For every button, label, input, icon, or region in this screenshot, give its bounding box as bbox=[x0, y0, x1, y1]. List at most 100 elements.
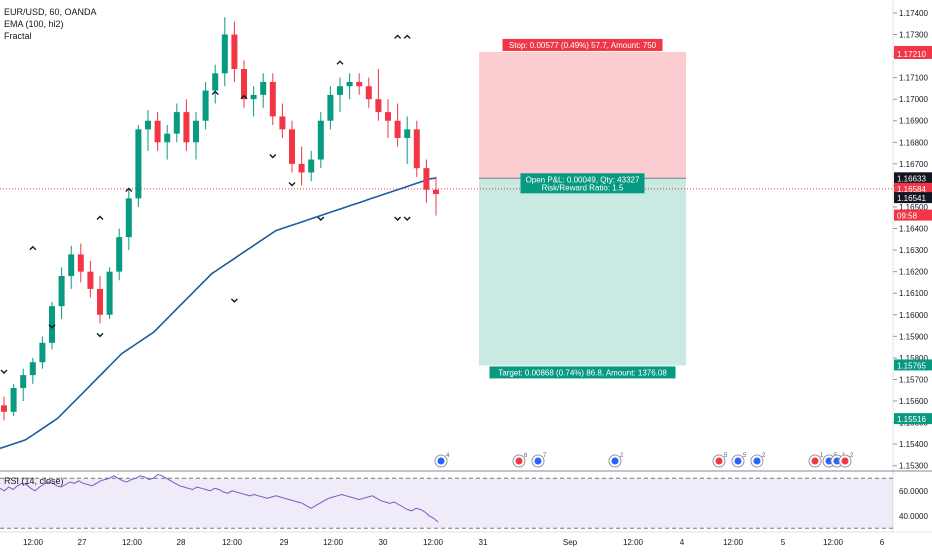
ema-line bbox=[0, 177, 437, 450]
time-tick-label: 12:00 bbox=[823, 538, 844, 547]
candle-body bbox=[173, 112, 180, 134]
candle-body bbox=[375, 99, 382, 113]
candle-body bbox=[356, 81, 363, 87]
candle-body bbox=[1, 405, 7, 412]
ema-legend[interactable]: EMA (100, hl2) bbox=[4, 19, 64, 29]
time-tick-label: 12:00 bbox=[222, 538, 243, 547]
candle-body bbox=[404, 129, 411, 138]
candle-body bbox=[106, 271, 113, 315]
event-flag bbox=[611, 457, 619, 465]
price-tick-label: 1.15300 bbox=[899, 462, 928, 471]
stop-label: Stop: 0.00577 (0.49%) 57.7, Amount: 750 bbox=[509, 41, 657, 50]
candle-body bbox=[68, 254, 75, 276]
price-tick-label: 1.17000 bbox=[899, 95, 928, 104]
fractal-up-marker bbox=[125, 187, 133, 192]
rsi-tick-label: 40.0000 bbox=[899, 512, 928, 521]
price-tick-label: 1.16400 bbox=[899, 225, 928, 234]
price-tick-label: 1.15900 bbox=[899, 332, 928, 341]
stop-zone[interactable] bbox=[479, 51, 686, 179]
fractal-up-marker bbox=[96, 215, 104, 221]
candle-body bbox=[269, 81, 276, 117]
rr-label: Risk/Reward Ratio: 1.5 bbox=[542, 183, 624, 192]
price-tick-label: 1.16300 bbox=[899, 246, 928, 255]
price-tick-label: 1.15800 bbox=[899, 354, 928, 363]
candle-body bbox=[346, 81, 353, 87]
rsi-legend[interactable]: RSI (14, close) bbox=[4, 476, 64, 486]
candle-body bbox=[298, 163, 305, 173]
fractal-legend[interactable]: Fractal bbox=[4, 31, 32, 41]
candle-body bbox=[183, 112, 190, 143]
candle-body bbox=[385, 112, 391, 121]
candle-body bbox=[58, 275, 65, 307]
time-tick-label: Sep bbox=[563, 538, 578, 547]
price-badge-bg bbox=[894, 192, 932, 204]
event-flag bbox=[811, 457, 819, 465]
price-badge: 1.16541 bbox=[897, 194, 926, 203]
candle-body bbox=[97, 288, 103, 315]
fractal-up-marker bbox=[336, 60, 344, 65]
candle-body bbox=[164, 133, 171, 143]
event-flag bbox=[753, 457, 761, 465]
candle-body bbox=[87, 271, 94, 289]
candle-body bbox=[29, 362, 36, 376]
fractal-down-marker bbox=[317, 216, 325, 221]
event-count: 7 bbox=[543, 453, 547, 459]
fractal-up-marker bbox=[29, 245, 37, 251]
symbol-label[interactable]: EUR/USD, 60, OANDA bbox=[4, 7, 97, 17]
event-count: 2 bbox=[620, 453, 624, 459]
price-tick-label: 1.16200 bbox=[899, 268, 928, 277]
event-count: 2 bbox=[850, 453, 854, 459]
price-tick-label: 1.16700 bbox=[899, 160, 928, 169]
price-tick-label: 1.16500 bbox=[899, 203, 928, 212]
price-badge: 1.15516 bbox=[897, 415, 926, 424]
time-tick-label: 12:00 bbox=[23, 538, 44, 547]
rsi-band bbox=[0, 478, 893, 529]
event-flag bbox=[534, 457, 542, 465]
candle-body bbox=[250, 94, 257, 100]
fractal-down-marker bbox=[48, 324, 56, 329]
price-tick-label: 1.16000 bbox=[899, 311, 928, 320]
price-tick-label: 1.16100 bbox=[899, 289, 928, 298]
candle-body bbox=[279, 116, 286, 130]
open-pl-label: Open P&L: 0.00049, Qty: 43327 bbox=[526, 175, 640, 184]
fractal-down-marker bbox=[394, 216, 402, 221]
candle-body bbox=[10, 388, 17, 412]
candle-body bbox=[394, 120, 401, 138]
event-flag bbox=[734, 457, 742, 465]
price-badge: 1.16584 bbox=[897, 185, 926, 194]
event-flag bbox=[437, 457, 445, 465]
candle-body bbox=[135, 129, 142, 199]
price-badge-bg bbox=[894, 172, 932, 184]
fractal-up-marker bbox=[403, 34, 411, 39]
time-tick-label: 30 bbox=[379, 538, 388, 547]
event-count: 5 bbox=[724, 453, 728, 459]
target-zone[interactable] bbox=[479, 178, 686, 366]
event-count: 1 bbox=[820, 453, 824, 459]
candle-body bbox=[145, 120, 151, 130]
price-badge: 09:58 bbox=[897, 212, 918, 221]
fractal-down-marker bbox=[230, 298, 238, 303]
event-count: 2 bbox=[762, 453, 766, 459]
chart-legend: EUR/USD, 60, OANDA EMA (100, hl2) Fracta… bbox=[4, 6, 97, 42]
target-label: Target: 0.00868 (0.74%) 86.8, Amount: 13… bbox=[498, 368, 667, 377]
candle-body bbox=[308, 159, 315, 173]
time-tick-label: 12:00 bbox=[623, 538, 644, 547]
candle-body bbox=[193, 120, 199, 143]
candle-body bbox=[77, 254, 84, 272]
target-label-bg bbox=[489, 366, 676, 379]
fractal-up-marker bbox=[394, 34, 402, 39]
candle-body bbox=[20, 375, 27, 389]
time-tick-label: 28 bbox=[177, 538, 186, 547]
price-tick-label: 1.16900 bbox=[899, 117, 928, 126]
candle-body bbox=[423, 168, 430, 190]
fractal-down-marker bbox=[403, 216, 411, 221]
price-tick-label: 1.17100 bbox=[899, 74, 928, 83]
time-tick-label: 29 bbox=[280, 538, 289, 547]
price-badge-bg bbox=[894, 209, 932, 221]
price-badge: 1.16633 bbox=[897, 174, 926, 183]
candle-body bbox=[202, 90, 209, 121]
price-tick-label: 1.15600 bbox=[899, 397, 928, 406]
candle-body bbox=[231, 34, 238, 69]
